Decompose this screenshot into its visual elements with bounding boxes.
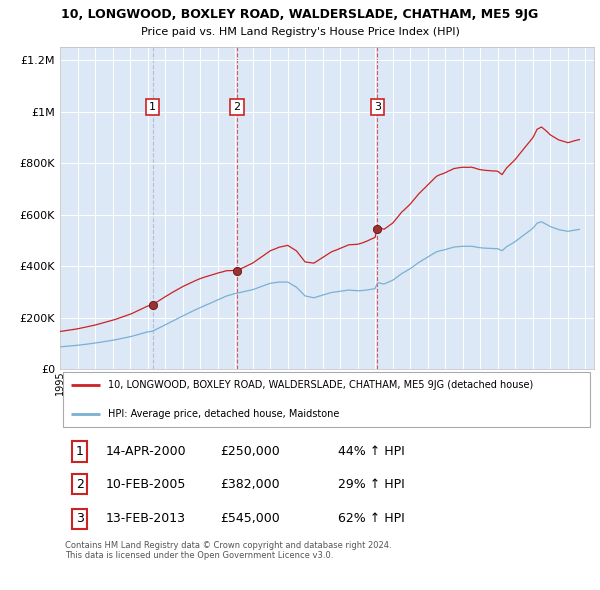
Text: 1: 1 (149, 101, 156, 112)
FancyBboxPatch shape (62, 372, 590, 427)
Text: 3: 3 (76, 512, 83, 526)
Text: 10, LONGWOOD, BOXLEY ROAD, WALDERSLADE, CHATHAM, ME5 9JG (detached house): 10, LONGWOOD, BOXLEY ROAD, WALDERSLADE, … (108, 381, 533, 391)
Text: 1: 1 (76, 445, 83, 458)
Text: £545,000: £545,000 (220, 512, 280, 526)
Text: 2: 2 (76, 478, 83, 491)
Text: 62% ↑ HPI: 62% ↑ HPI (338, 512, 404, 526)
Text: 3: 3 (374, 101, 381, 112)
Text: 13-FEB-2013: 13-FEB-2013 (106, 512, 185, 526)
Text: £382,000: £382,000 (220, 478, 280, 491)
Text: 10, LONGWOOD, BOXLEY ROAD, WALDERSLADE, CHATHAM, ME5 9JG: 10, LONGWOOD, BOXLEY ROAD, WALDERSLADE, … (61, 8, 539, 21)
Text: 2: 2 (233, 101, 241, 112)
Text: Price paid vs. HM Land Registry's House Price Index (HPI): Price paid vs. HM Land Registry's House … (140, 28, 460, 37)
Text: 14-APR-2000: 14-APR-2000 (106, 445, 186, 458)
Text: 44% ↑ HPI: 44% ↑ HPI (338, 445, 404, 458)
Text: 29% ↑ HPI: 29% ↑ HPI (338, 478, 404, 491)
Text: 10-FEB-2005: 10-FEB-2005 (106, 478, 186, 491)
Text: Contains HM Land Registry data © Crown copyright and database right 2024.
This d: Contains HM Land Registry data © Crown c… (65, 540, 392, 560)
Text: HPI: Average price, detached house, Maidstone: HPI: Average price, detached house, Maid… (108, 408, 340, 418)
Text: £250,000: £250,000 (220, 445, 280, 458)
